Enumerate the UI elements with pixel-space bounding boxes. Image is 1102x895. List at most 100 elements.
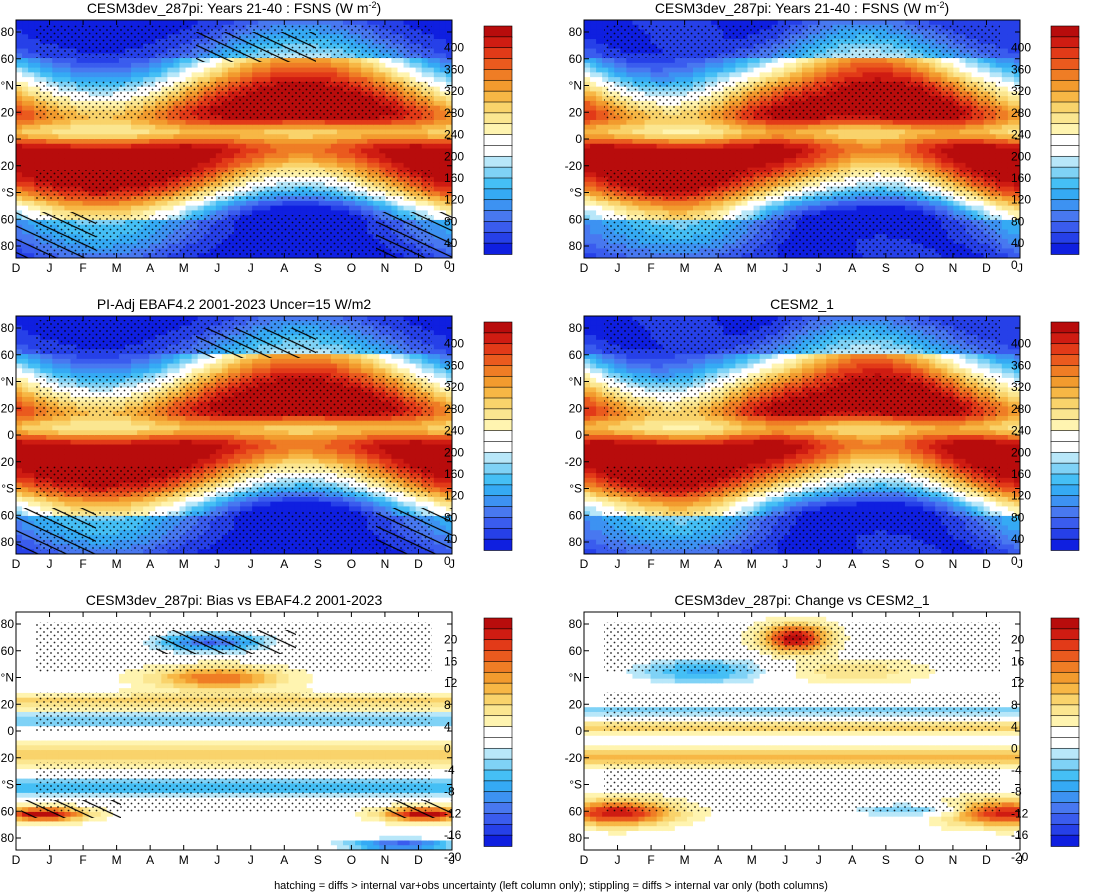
- x-tick-label: M: [680, 853, 690, 867]
- colorbar-label: 80: [444, 214, 458, 228]
- x-tick-label: J: [449, 261, 455, 275]
- colorbar-label: -12: [444, 806, 462, 820]
- x-tick-label: F: [79, 261, 86, 275]
- colorbar-label: 120: [1011, 193, 1031, 207]
- footer-caption: hatching = diffs > internal var+obs unce…: [274, 880, 828, 892]
- x-tick-label: J: [47, 853, 53, 867]
- x-tick-label: F: [647, 853, 654, 867]
- x-tick-label: J: [214, 557, 220, 571]
- colorbar-label: 20: [1011, 633, 1025, 647]
- x-tick-label: J: [449, 557, 455, 571]
- colorbar-label: 360: [444, 358, 464, 372]
- x-tick-label: D: [982, 557, 991, 571]
- colorbar-label: 240: [1011, 128, 1031, 142]
- y-tick-label: 20: [1, 697, 15, 711]
- x-tick-label: J: [1017, 853, 1023, 867]
- y-tick-label: 0: [575, 428, 582, 442]
- y-tick-label: 0: [7, 724, 14, 738]
- y-tick-label: 80: [1, 535, 15, 549]
- y-tick-label: -20: [565, 751, 583, 765]
- colorbar-label: 0: [1011, 554, 1018, 568]
- panel-middle-right: CESM2_1D J F M A M J J A S O N D J8060°N200-20°S60804…: [565, 296, 1080, 571]
- colorbar-label: 200: [1011, 149, 1031, 163]
- y-tick-label: 60: [1, 804, 15, 818]
- y-tick-label: 60: [569, 348, 583, 362]
- y-tick-label: °S: [1, 482, 14, 496]
- panel-bottom-left: CESM3dev_287pi: Bias vs EBAF4.2 2001-202…: [0, 592, 513, 867]
- colorbar-label: 320: [444, 84, 464, 98]
- x-tick-label: M: [112, 557, 122, 571]
- colorbar-label: 80: [444, 510, 458, 524]
- y-tick-label: 0: [575, 132, 582, 146]
- colorbar-label: 360: [444, 62, 464, 76]
- colorbar-label: 8: [444, 698, 451, 712]
- y-tick-label: 60: [1, 212, 15, 226]
- y-tick-label: 0: [7, 428, 14, 442]
- colorbar-label: 120: [1011, 489, 1031, 503]
- colorbar-label: 200: [1011, 445, 1031, 459]
- y-tick-label: 80: [569, 25, 583, 39]
- y-tick-label: 60: [1, 508, 15, 522]
- panel-top-right: CESM3dev_287pi: Years 21-40 : FSNS (W m-…: [565, 0, 1080, 275]
- colorbar-label: 16: [1011, 654, 1025, 668]
- x-tick-label: O: [915, 557, 924, 571]
- x-tick-label: A: [848, 261, 856, 275]
- y-tick-label: 80: [1, 25, 15, 39]
- panel-title: CESM3dev_287pi: Years 21-40 : FSNS (W m-…: [87, 0, 381, 16]
- x-tick-label: D: [414, 853, 423, 867]
- x-tick-label: J: [248, 853, 254, 867]
- colorbar-label: 120: [444, 193, 464, 207]
- x-tick-label: D: [12, 853, 21, 867]
- colorbar-label: -8: [1011, 785, 1022, 799]
- y-tick-label: °N: [1, 375, 14, 389]
- y-tick-label: °N: [569, 79, 582, 93]
- field-top-right: [584, 20, 1020, 258]
- x-tick-label: D: [580, 853, 589, 867]
- x-tick-label: A: [146, 557, 154, 571]
- x-tick-label: O: [347, 557, 356, 571]
- x-tick-label: N: [381, 557, 390, 571]
- x-tick-label: D: [414, 261, 423, 275]
- x-tick-label: O: [347, 261, 356, 275]
- x-tick-label: D: [982, 261, 991, 275]
- y-tick-label: 0: [575, 724, 582, 738]
- colorbar-label: 240: [444, 128, 464, 142]
- panel-title: PI-Adj EBAF4.2 2001-2023 Uncer=15 W/m2: [97, 296, 372, 312]
- x-tick-label: N: [381, 853, 390, 867]
- x-tick-label: J: [816, 853, 822, 867]
- colorbar-label: 80: [1011, 510, 1025, 524]
- y-tick-label: 80: [569, 617, 583, 631]
- x-tick-label: D: [414, 557, 423, 571]
- x-tick-label: O: [915, 261, 924, 275]
- colorbar-label: 360: [1011, 62, 1031, 76]
- y-tick-label: 20: [569, 401, 583, 415]
- x-tick-label: S: [882, 853, 890, 867]
- y-tick-label: °N: [1, 671, 14, 685]
- x-tick-label: N: [949, 261, 958, 275]
- x-tick-label: A: [848, 557, 856, 571]
- colorbar-label: -20: [1011, 850, 1029, 864]
- colorbar-label: -16: [1011, 828, 1029, 842]
- x-tick-label: S: [882, 557, 890, 571]
- stippling-top-right: [604, 24, 1000, 255]
- y-tick-label: -20: [565, 159, 583, 173]
- colorbar-label: -4: [1011, 763, 1022, 777]
- colorbar-label: 40: [1011, 236, 1025, 250]
- colorbar-label: 4: [444, 720, 451, 734]
- colorbar-label: 280: [1011, 106, 1031, 120]
- colorbar-label: 400: [1011, 337, 1031, 351]
- colorbar-label: 20: [444, 633, 458, 647]
- x-tick-label: F: [647, 557, 654, 571]
- colorbar-label: 0: [444, 258, 451, 272]
- colorbar-label: 0: [1011, 741, 1018, 755]
- x-tick-label: D: [580, 261, 589, 275]
- x-tick-label: J: [816, 557, 822, 571]
- colorbar-label: 160: [444, 171, 464, 185]
- field-middle-left: [16, 316, 452, 554]
- stippling-middle-right: [604, 320, 1000, 551]
- x-tick-label: A: [714, 261, 722, 275]
- x-tick-label: A: [714, 853, 722, 867]
- colorbar-label: -16: [444, 828, 462, 842]
